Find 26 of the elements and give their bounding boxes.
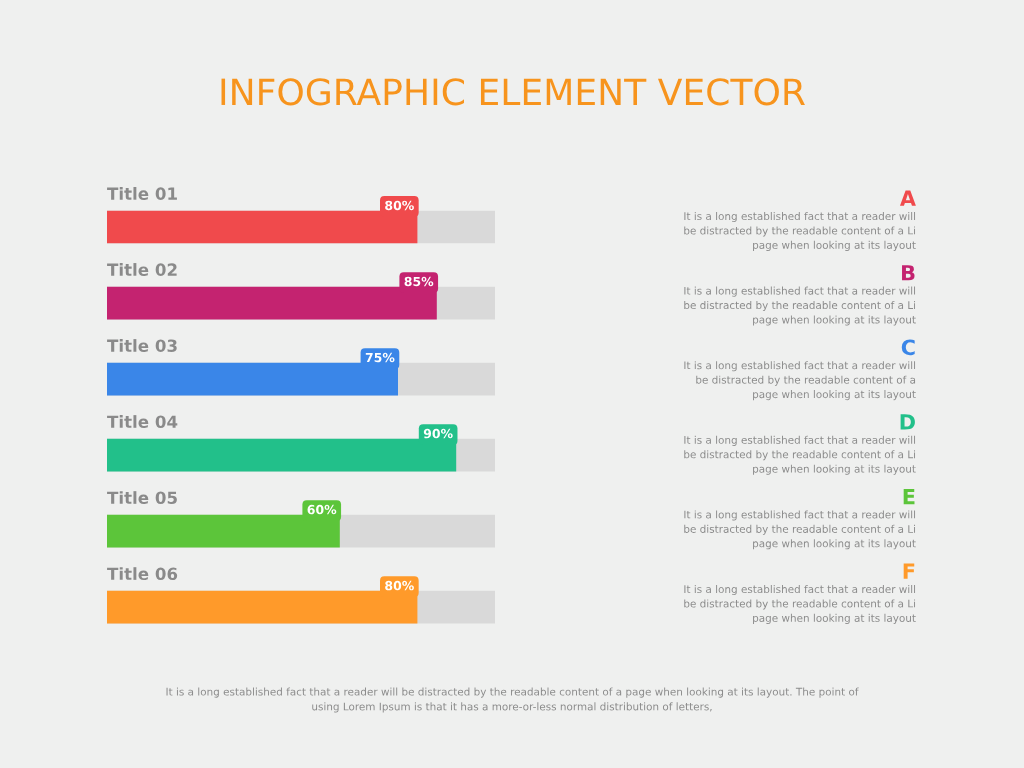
text: E xyxy=(903,488,915,505)
y-tick-label: Title 06 xyxy=(107,567,178,581)
text: B xyxy=(902,265,915,281)
data-label: 85% xyxy=(404,276,434,287)
y-tick-label: Title 05 xyxy=(107,491,177,505)
data-label: 90% xyxy=(423,428,453,439)
text: It is a long established fact that a reader will be distracted by the readable content of a page when looking at its layout. The point of using Lorem Ipsum is that it has a more-or-less normal distribution of letters, xyxy=(166,687,859,713)
text: F xyxy=(903,563,915,579)
data-label: 60% xyxy=(307,504,337,515)
data-label: 80% xyxy=(385,580,414,591)
text: It is a long established fact that a reader will be distracted by the readable content of a Li page when looking at its layout xyxy=(684,510,916,550)
text: It is a long established fact that a reader will be distracted by the readable content of a page when looking at its layout xyxy=(684,361,916,401)
y-tick-label: Title 01 xyxy=(107,187,177,200)
text: C xyxy=(901,339,915,356)
text: A xyxy=(899,190,916,206)
data-label: 80% xyxy=(385,200,414,211)
y-tick-label: Title 02 xyxy=(107,263,177,276)
text: It is a long established fact that a reader will be distracted by the readable content of a Li page when looking at its layout xyxy=(684,585,916,624)
text: It is a long established fact that a reader will be distracted by the readable content of a Li page when looking at its layout xyxy=(684,212,916,251)
text: D xyxy=(900,414,915,430)
y-tick-label: Title 04 xyxy=(107,415,178,429)
chart-title: INFOGRAPHIC ELEMENT VECTOR xyxy=(221,78,805,106)
text: It is a long established fact that a reader will be distracted by the readable content of a Li page when looking at its layout xyxy=(684,435,916,475)
y-tick-label: Title 03 xyxy=(107,339,177,352)
data-label: 75% xyxy=(365,352,395,363)
text: It is a long established fact that a reader will be distracted by the readable content of a Li page when looking at its layout xyxy=(684,286,916,326)
